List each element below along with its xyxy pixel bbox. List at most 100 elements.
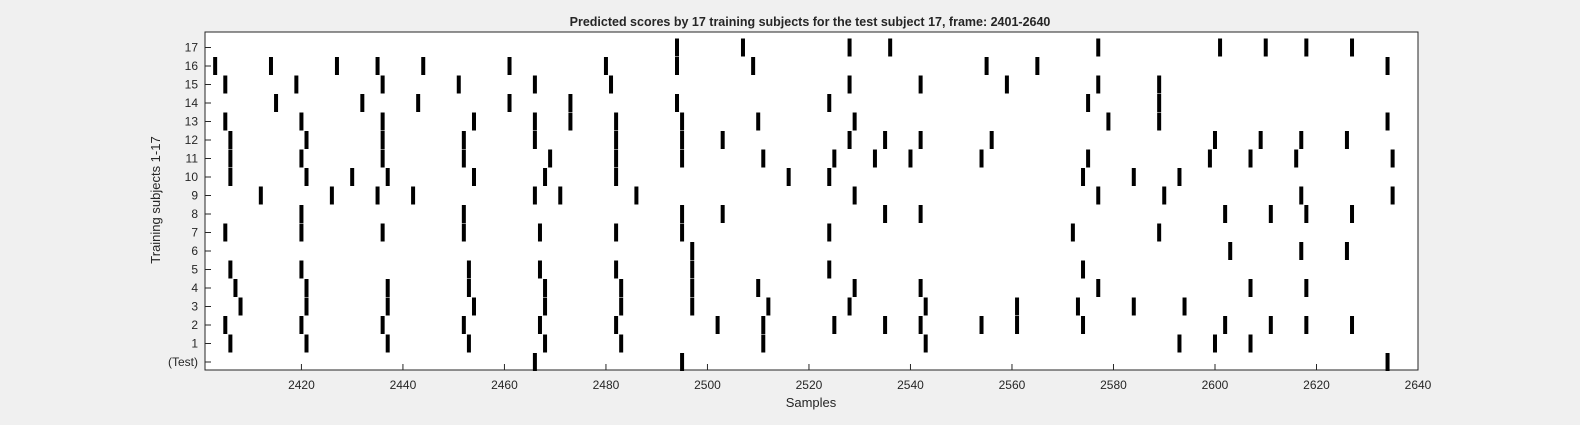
score-mark [1385,353,1390,371]
score-mark [258,186,263,205]
score-mark [761,334,766,353]
score-mark [380,149,385,168]
y-tick-label: 1 [191,337,198,351]
score-mark [1081,260,1086,279]
y-tick-label: 8 [191,207,198,221]
x-tick-label: 2600 [1202,378,1229,392]
score-mark [507,94,512,112]
score-mark [888,38,893,57]
score-mark [1304,279,1309,297]
x-tick-label: 2520 [796,378,823,392]
score-mark [1268,205,1273,223]
score-mark [852,279,857,297]
score-mark [375,186,380,205]
x-tick-label: 2440 [390,378,417,392]
score-mark [543,334,548,353]
score-mark [375,57,380,75]
score-mark [543,168,548,186]
score-mark [213,57,218,75]
score-mark [979,149,984,168]
score-mark [680,131,685,149]
score-mark [619,297,624,316]
score-mark [680,223,685,242]
score-mark [228,168,233,186]
score-mark [1385,57,1390,75]
score-mark [827,223,832,242]
score-mark [872,149,877,168]
score-mark [532,353,537,371]
score-mark [1390,149,1395,168]
score-mark [380,112,385,131]
score-mark [228,131,233,149]
score-mark [223,223,228,242]
score-mark [1004,75,1009,94]
score-mark [827,168,832,186]
score-mark [385,297,390,316]
score-mark [1218,38,1223,57]
score-mark [680,149,685,168]
score-mark [675,94,680,112]
score-mark [680,112,685,131]
score-mark [1350,38,1355,57]
score-mark [385,279,390,297]
score-mark [1096,38,1101,57]
score-mark [1131,297,1136,316]
score-mark [1096,75,1101,94]
score-mark [751,57,756,75]
score-mark [471,112,476,131]
score-mark [1299,131,1304,149]
score-mark [1299,186,1304,205]
y-tick-label: 12 [185,133,199,147]
score-mark [614,112,619,131]
x-tick-label: 2420 [288,378,315,392]
score-mark [299,223,304,242]
score-mark [228,334,233,353]
score-mark [883,316,888,334]
score-mark [1344,131,1349,149]
score-mark [1162,186,1167,205]
score-mark [614,223,619,242]
score-mark [675,57,680,75]
score-mark [568,112,573,131]
score-mark [532,186,537,205]
score-mark [466,334,471,353]
score-mark [1157,75,1162,94]
score-mark [761,149,766,168]
x-tick-label: 2560 [999,378,1026,392]
score-mark [634,186,639,205]
y-tick-label: 5 [191,263,198,277]
x-tick-label: 2500 [694,378,721,392]
score-mark [1248,149,1253,168]
score-mark [1086,149,1091,168]
score-mark [1081,316,1086,334]
score-mark [675,38,680,57]
x-tick-label: 2580 [1100,378,1127,392]
score-mark [294,75,299,94]
score-mark [1350,316,1355,334]
score-mark [456,75,461,94]
score-mark [720,131,725,149]
score-mark [1070,223,1075,242]
score-mark [558,186,563,205]
score-mark [614,131,619,149]
score-mark [228,149,233,168]
score-mark [471,297,476,316]
score-mark [690,297,695,316]
score-mark [1212,131,1217,149]
score-mark [761,316,766,334]
y-tick-label: 9 [191,189,198,203]
score-mark [537,223,542,242]
y-tick-label: 6 [191,244,198,258]
score-mark [1390,186,1395,205]
score-mark [466,279,471,297]
y-tick-label: 17 [185,41,199,55]
score-mark [883,205,888,223]
score-mark [1157,112,1162,131]
score-mark [847,297,852,316]
y-tick-label: 13 [185,115,199,129]
score-mark [543,297,548,316]
score-mark [1344,242,1349,260]
score-mark [421,57,426,75]
